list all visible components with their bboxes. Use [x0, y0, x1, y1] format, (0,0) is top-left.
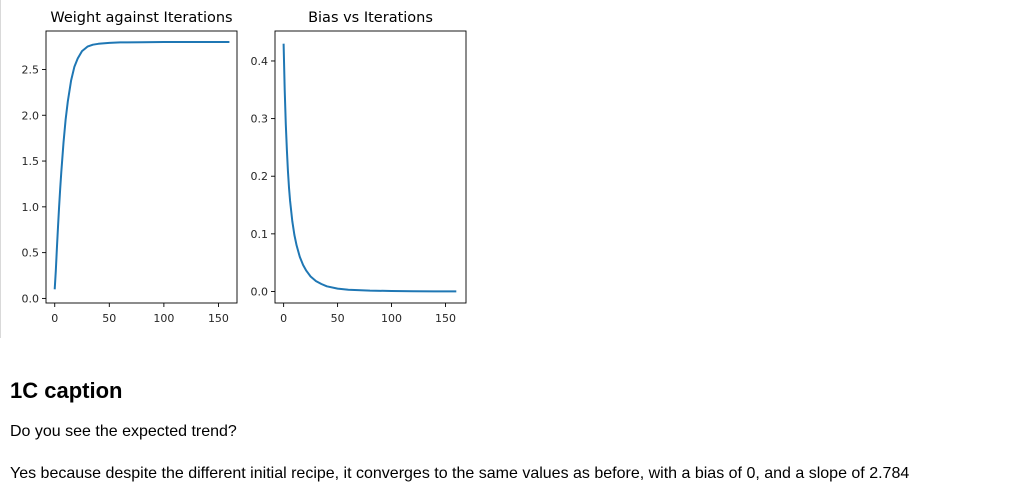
x-tick-label: 0 [280, 312, 287, 325]
answer-text: Yes because despite the different initia… [10, 465, 910, 482]
chart-title: Weight against Iterations [50, 10, 232, 26]
y-tick-label: 2.5 [22, 63, 40, 76]
x-tick-label: 50 [102, 312, 116, 325]
series-line-0 [282, 43, 457, 293]
y-tick-label: 0.2 [251, 170, 269, 183]
plot-frame [274, 30, 467, 304]
bias-chart: Bias vs Iterations 0 50 100 150 0.0 0.1 0.2 0.3 0… [251, 10, 467, 325]
series-line-0 [53, 41, 230, 290]
section-heading: 1C caption [10, 378, 123, 403]
plot-frame [45, 30, 238, 304]
x-tick-label: 0 [51, 312, 58, 325]
y-tick-label: 2.0 [22, 109, 40, 122]
chart-title: Bias vs Iterations [308, 10, 433, 26]
x-tick-label: 100 [153, 312, 174, 325]
y-tick-label: 0.5 [22, 247, 40, 260]
y-tick-label: 0.0 [251, 285, 269, 298]
y-tick-label: 0.0 [22, 292, 40, 305]
y-tick-label: 0.4 [251, 55, 269, 68]
x-tick-label: 50 [331, 312, 345, 325]
x-tick-label: 150 [435, 312, 456, 325]
question-text: Do you see the expected trend? [10, 423, 237, 440]
weight-chart: Weight against Iterations 0 50 100 150 0.0 0.5… [22, 10, 238, 325]
output-figure: Weight against Iterations 0 50 100 150 0.0 0.5… [22, 10, 467, 325]
x-tick-label: 150 [208, 312, 229, 325]
y-tick-label: 1.5 [22, 155, 40, 168]
cell-left-border [0, 0, 1, 338]
y-tick-label: 1.0 [22, 201, 40, 214]
y-tick-label: 0.3 [251, 113, 269, 126]
y-tick-label: 0.1 [251, 228, 269, 241]
x-tick-label: 100 [381, 312, 402, 325]
